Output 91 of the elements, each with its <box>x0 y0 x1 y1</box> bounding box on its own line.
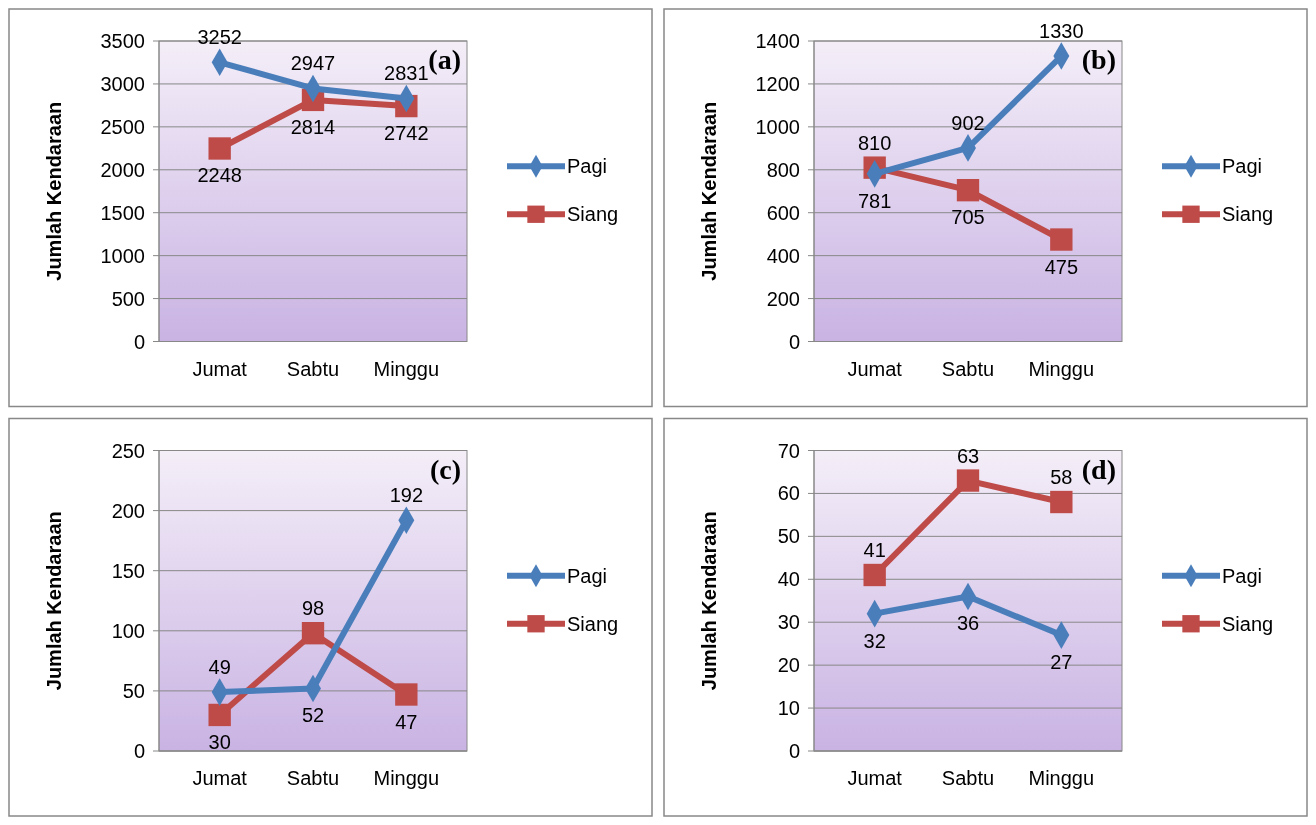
data-label: 52 <box>301 704 325 727</box>
x-tick-label: Jumat <box>847 767 903 789</box>
data-label: 36 <box>956 612 980 635</box>
data-label: 810 <box>857 131 892 154</box>
data-label: 902 <box>951 111 985 134</box>
y-tick-label: 800 <box>766 158 800 181</box>
data-label: 32 <box>863 629 886 652</box>
legend-label: Pagi <box>567 564 608 587</box>
y-tick-label: 50 <box>122 679 145 702</box>
y-tick-label: 10 <box>777 697 800 720</box>
y-tick-label: 150 <box>111 559 145 582</box>
x-tick-label: Sabtu <box>941 767 995 789</box>
data-label: 49 <box>208 656 231 679</box>
y-tick-label: 200 <box>111 499 145 522</box>
data-label: 705 <box>951 206 985 229</box>
x-tick-label: Minggu <box>1028 767 1095 789</box>
x-tick-label: Jumat <box>192 357 248 380</box>
y-tick-label: 200 <box>766 287 800 310</box>
chart-title: (c) <box>429 453 461 485</box>
y-tick-label: 100 <box>111 619 145 642</box>
legend-label: Pagi <box>567 155 608 178</box>
y-tick-label: 1000 <box>100 244 145 267</box>
y-tick-label: 60 <box>777 482 800 505</box>
point <box>1050 228 1073 251</box>
y-tick-label: 30 <box>777 611 800 634</box>
y-axis-title: Jumlah Kendaraan <box>43 101 65 281</box>
y-axis-title: Jumlah Kendaraan <box>698 511 720 691</box>
x-tick-label: Minggu <box>373 767 440 789</box>
data-label: 2831 <box>384 62 429 85</box>
y-tick-label: 0 <box>788 740 800 762</box>
y-tick-label: 0 <box>788 330 800 353</box>
y-tick-label: 250 <box>111 439 145 462</box>
y-tick-label: 3000 <box>100 72 145 95</box>
data-label: 2742 <box>384 122 429 145</box>
point <box>208 137 231 160</box>
x-tick-label: Sabtu <box>286 357 340 380</box>
y-tick-label: 1500 <box>100 201 145 224</box>
point <box>208 703 231 727</box>
y-tick-label: 400 <box>766 244 800 267</box>
y-tick-label: 1000 <box>755 115 800 138</box>
point <box>956 469 980 492</box>
data-label: 63 <box>956 444 980 467</box>
y-tick-label: 600 <box>766 201 800 224</box>
y-tick-label: 0 <box>133 740 145 762</box>
y-tick-label: 2000 <box>100 158 145 181</box>
data-label: 27 <box>1050 651 1073 674</box>
x-tick-label: Sabtu <box>286 767 340 789</box>
data-label: 192 <box>389 484 424 507</box>
x-tick-label: Jumat <box>192 767 248 789</box>
legend-label: Pagi <box>1222 564 1263 587</box>
chart-title: (a) <box>428 44 461 75</box>
y-tick-label: 50 <box>777 525 800 548</box>
data-label: 1330 <box>1039 20 1084 43</box>
y-tick-label: 500 <box>111 287 145 310</box>
point <box>301 622 325 645</box>
data-label: 2947 <box>290 52 336 75</box>
y-tick-label: 2500 <box>100 115 145 138</box>
legend-label: Siang <box>567 612 619 635</box>
data-label: 30 <box>208 730 231 753</box>
data-label: 41 <box>863 538 886 561</box>
point <box>956 179 980 202</box>
y-tick-label: 1200 <box>755 72 800 95</box>
legend-label: Siang <box>1222 612 1274 635</box>
data-label: 475 <box>1044 255 1079 278</box>
x-tick-label: Jumat <box>847 357 903 380</box>
x-tick-label: Minggu <box>1028 357 1095 380</box>
legend-label: Pagi <box>1222 155 1263 178</box>
y-tick-label: 0 <box>133 330 145 353</box>
x-tick-label: Minggu <box>373 357 440 380</box>
legend-label: Siang <box>567 203 619 226</box>
x-tick-label: Sabtu <box>941 357 995 380</box>
data-label: 98 <box>301 597 325 620</box>
chart-title: (d) <box>1081 453 1116 485</box>
point <box>395 683 418 706</box>
legend-label: Siang <box>1222 203 1274 226</box>
data-label: 3252 <box>197 26 242 49</box>
point <box>863 563 886 587</box>
y-tick-label: 40 <box>777 568 800 591</box>
data-label: 2814 <box>290 115 336 138</box>
y-tick-label: 1400 <box>755 30 800 52</box>
data-label: 58 <box>1050 466 1073 489</box>
point <box>1050 490 1073 514</box>
data-label: 781 <box>857 189 892 212</box>
y-axis-title: Jumlah Kendaraan <box>43 511 65 691</box>
y-tick-label: 20 <box>777 654 800 677</box>
y-tick-label: 70 <box>777 439 800 462</box>
data-label: 2248 <box>197 164 242 187</box>
data-label: 47 <box>395 710 418 733</box>
y-axis-title: Jumlah Kendaraan <box>698 101 720 281</box>
y-tick-label: 3500 <box>100 30 145 52</box>
chart-title: (b) <box>1081 44 1116 75</box>
